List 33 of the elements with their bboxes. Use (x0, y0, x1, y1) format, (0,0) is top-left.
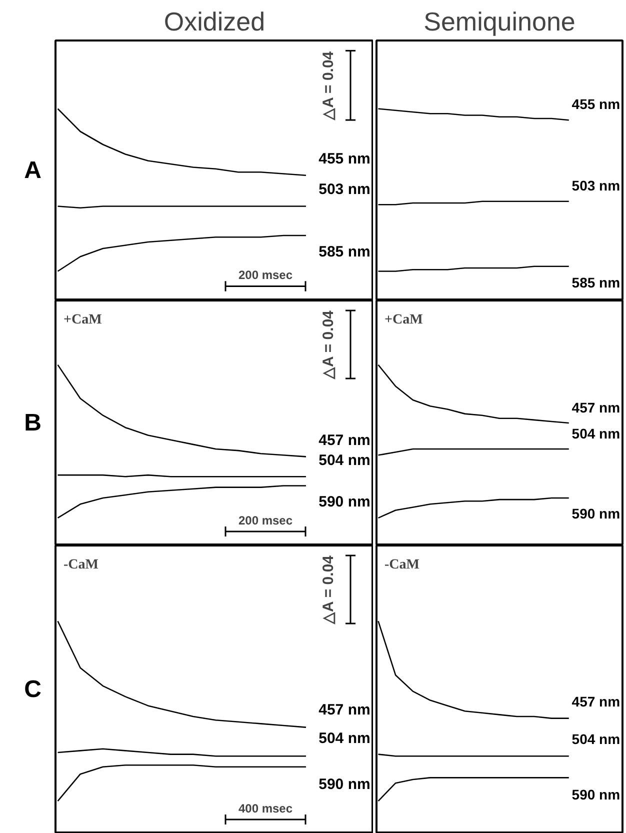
series-label: 455 nm (318, 150, 370, 168)
annotation: 200 msec (238, 268, 293, 282)
series-label: 504 nm (572, 731, 620, 748)
series-label: 590 nm (572, 506, 620, 522)
series-label: 457 nm (572, 399, 620, 416)
text: +CaM (64, 312, 102, 328)
text: B (24, 410, 42, 436)
series-label: 590 nm (318, 776, 370, 793)
chart-title: Oxidized (164, 6, 266, 36)
text: △A = 0.04 (320, 310, 337, 380)
series-label: 590 nm (318, 493, 370, 510)
series-label: 457 nm (318, 432, 370, 450)
text: 400 msec (238, 802, 293, 816)
series-label: 504 nm (318, 730, 370, 748)
series-label: 503 nm (572, 177, 620, 194)
series-label: 457 nm (318, 701, 370, 718)
series-label: 504 nm (318, 452, 370, 469)
text: -CaM (384, 558, 420, 572)
text: A (24, 157, 42, 184)
series-label: 590 nm (572, 786, 620, 803)
text: △A = 0.04 (320, 554, 337, 626)
chart-title: Semiquinone (424, 6, 576, 36)
text: △A = 0.04 (320, 50, 337, 121)
text: C (24, 676, 42, 703)
series-label: 503 nm (318, 181, 370, 198)
text: -CaM (64, 558, 98, 572)
series-label: 455 nm (572, 96, 620, 112)
annotation: 200 msec (238, 514, 293, 528)
series-label: 585 nm (318, 244, 370, 261)
text: +CaM (384, 312, 423, 328)
series-label: 585 nm (572, 274, 620, 290)
series-label: 457 nm (572, 693, 620, 710)
series-label: 504 nm (572, 425, 620, 442)
